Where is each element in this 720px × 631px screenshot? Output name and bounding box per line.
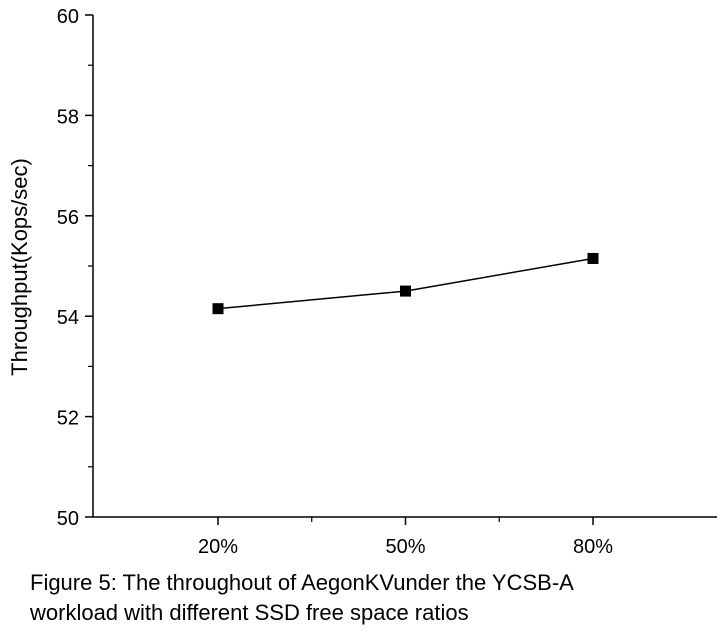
- y-tick-label: 58: [57, 106, 79, 128]
- y-tick-label: 50: [57, 508, 79, 530]
- y-tick-label: 52: [57, 408, 79, 430]
- data-point-marker: [212, 303, 224, 315]
- x-ticks: 20% 50% 80%: [198, 517, 613, 558]
- figure-caption: Figure 5: The throughout of AegonKVunder…: [30, 568, 710, 628]
- y-tick-label: 60: [57, 6, 79, 28]
- y-tick-label: 54: [57, 307, 79, 329]
- x-tick-label: 20%: [198, 536, 238, 558]
- series-line: [217, 257, 594, 310]
- chart-axes: [92, 15, 717, 518]
- caption-line-1: Figure 5: The throughout of AegonKVunder…: [30, 570, 574, 595]
- x-tick-label: 80%: [573, 536, 613, 558]
- y-ticks: 50 52 54 56 58 60: [57, 6, 93, 530]
- data-point-marker: [400, 285, 411, 297]
- data-point-marker: [587, 252, 599, 264]
- series-group: [212, 252, 599, 315]
- y-tick-label: 56: [57, 207, 79, 229]
- y-axis-label: Throughput(Kops/sec): [7, 158, 32, 376]
- caption-line-2: workload with different SSD free space r…: [30, 600, 469, 625]
- x-tick-label: 50%: [385, 536, 425, 558]
